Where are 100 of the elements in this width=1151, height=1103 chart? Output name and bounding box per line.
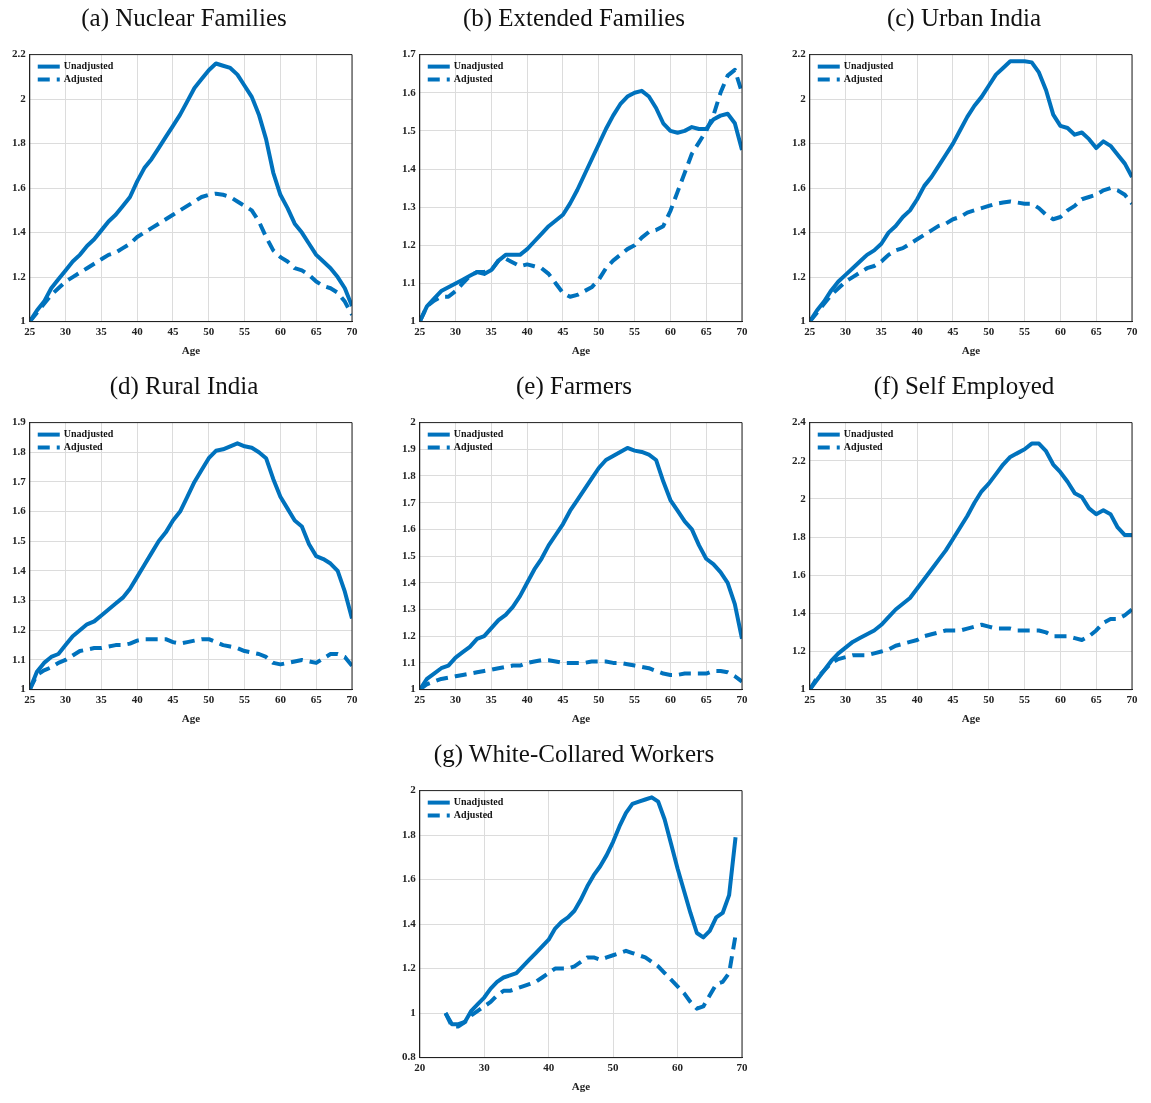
y-tick-label: 1.4 (12, 563, 27, 576)
x-tick-label: 40 (521, 693, 534, 706)
legend-label: Adjusted (453, 73, 494, 85)
x-tick-label: 70 (346, 693, 358, 706)
chart-title: (g) White-Collared Workers (432, 739, 716, 769)
x-tick-label: 45 (947, 693, 959, 706)
y-tick-label: 1.6 (792, 568, 807, 581)
y-tick-label: 1.6 (402, 522, 417, 535)
x-tick-label: 40 (911, 693, 924, 706)
y-tick-label: 2.2 (792, 453, 807, 466)
legend-label: Unadjusted (453, 796, 504, 808)
y-tick-label: 1.8 (402, 827, 417, 840)
x-tick-label: 55 (239, 693, 251, 706)
y-tick-label: 1 (410, 682, 416, 695)
x-tick-label: 40 (543, 1061, 555, 1074)
x-tick-label: 35 (875, 325, 888, 338)
x-tick-label: 35 (485, 325, 498, 338)
y-tick-label: 1.2 (12, 623, 27, 636)
x-axis-title: Age (961, 712, 981, 725)
x-tick-label: 60 (664, 325, 677, 338)
legend-label: Unadjusted (843, 60, 894, 72)
x-tick-label: 20 (414, 1061, 426, 1074)
y-tick-label: 1.2 (12, 269, 27, 282)
x-tick-label: 45 (167, 325, 179, 338)
x-tick-label: 60 (274, 325, 287, 338)
y-tick-label: 1 (800, 314, 806, 327)
legend-label: Adjusted (453, 809, 494, 821)
y-tick-label: 1.4 (12, 225, 27, 238)
y-tick-label: 1.4 (792, 606, 807, 619)
legend-label: Adjusted (453, 441, 494, 453)
x-tick-label: 30 (840, 693, 852, 706)
x-axis-title: Age (961, 344, 981, 357)
y-tick-label: 1.1 (402, 655, 416, 668)
x-axis-title: Age (571, 344, 591, 357)
y-tick-label: 1.2 (792, 644, 807, 657)
x-tick-label: 45 (557, 693, 569, 706)
y-tick-label: 1.5 (12, 534, 27, 547)
x-tick-label: 65 (310, 693, 323, 706)
y-tick-label: 1.5 (402, 123, 417, 136)
y-tick-label: 1 (20, 314, 26, 327)
y-tick-label: 1.6 (792, 180, 807, 193)
y-tick-label: 1.4 (792, 225, 807, 238)
y-tick-label: 1.4 (402, 916, 417, 929)
x-tick-label: 70 (736, 325, 748, 338)
x-tick-label: 25 (414, 325, 426, 338)
x-tick-label: 60 (672, 1061, 684, 1074)
x-tick-label: 70 (346, 325, 358, 338)
y-tick-label: 1.8 (792, 136, 807, 149)
x-tick-label: 30 (840, 325, 852, 338)
x-tick-label: 65 (700, 325, 713, 338)
legend-label: Adjusted (63, 441, 104, 453)
x-tick-label: 40 (131, 325, 144, 338)
x-tick-label: 70 (736, 1061, 748, 1074)
y-tick-label: 1 (410, 314, 416, 327)
y-tick-label: 1.6 (402, 85, 417, 98)
y-tick-label: 2.4 (792, 415, 807, 428)
y-tick-label: 1.6 (12, 504, 27, 517)
x-tick-label: 30 (60, 325, 72, 338)
x-tick-label: 55 (239, 325, 251, 338)
y-tick-label: 2 (20, 91, 27, 104)
y-tick-label: 1.8 (12, 445, 27, 458)
legend-label: Adjusted (843, 441, 884, 453)
x-tick-label: 60 (664, 693, 677, 706)
y-tick-label: 1.1 (402, 276, 416, 289)
x-tick-label: 50 (593, 325, 605, 338)
x-axis-title: Age (571, 712, 591, 725)
x-tick-label: 70 (1126, 693, 1138, 706)
legend-label: Adjusted (843, 73, 884, 85)
x-tick-label: 30 (60, 693, 72, 706)
x-tick-label: 65 (700, 693, 713, 706)
chart-title: (d) Rural India (108, 371, 260, 402)
y-tick-label: 1.9 (402, 442, 417, 455)
y-tick-label: 2 (800, 91, 807, 104)
y-tick-label: 2 (410, 415, 417, 428)
y-tick-label: 2 (800, 491, 807, 504)
y-tick-label: 1.7 (402, 495, 417, 508)
x-tick-label: 40 (131, 693, 144, 706)
x-tick-label: 50 (983, 693, 995, 706)
chart-title: (c) Urban India (885, 3, 1043, 34)
y-tick-label: 1.2 (402, 629, 417, 642)
x-tick-label: 60 (1054, 693, 1067, 706)
chart-title: (b) Extended Families (461, 3, 687, 34)
x-tick-label: 45 (167, 693, 179, 706)
x-tick-label: 50 (203, 325, 215, 338)
x-tick-label: 45 (947, 325, 959, 338)
y-tick-label: 1.6 (402, 872, 417, 885)
x-tick-label: 35 (875, 693, 888, 706)
legend-label: Unadjusted (63, 60, 114, 72)
x-tick-label: 25 (804, 693, 816, 706)
chart-title: (e) Farmers (515, 371, 633, 402)
chart-title: (a) Nuclear Families (80, 3, 288, 34)
x-tick-label: 55 (629, 693, 641, 706)
legend-label: Unadjusted (63, 428, 114, 440)
x-tick-label: 55 (1019, 693, 1031, 706)
y-tick-label: 2.2 (792, 47, 807, 60)
y-tick-label: 1.9 (12, 415, 27, 428)
chart-title: (f) Self Employed (872, 371, 1056, 402)
y-tick-label: 1.2 (402, 238, 417, 251)
y-tick-label: 1.6 (12, 180, 27, 193)
x-tick-label: 65 (310, 325, 323, 338)
